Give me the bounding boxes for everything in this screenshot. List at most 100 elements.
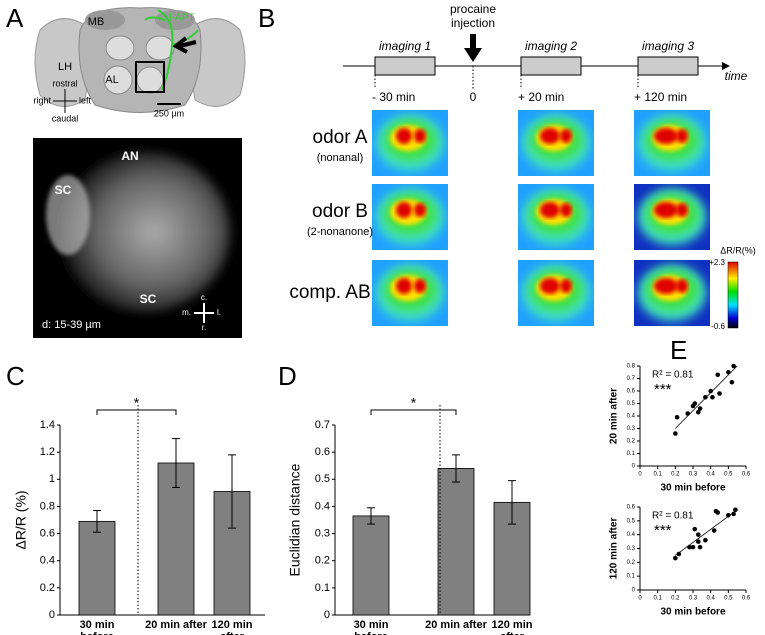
error-bar bbox=[93, 510, 101, 533]
heatmap bbox=[518, 260, 594, 326]
heat-blob bbox=[560, 279, 572, 293]
heatmaps bbox=[372, 110, 710, 326]
y-axis-label: ΔR/R (%) bbox=[13, 490, 29, 549]
point bbox=[731, 363, 736, 369]
heat-blob bbox=[540, 278, 560, 294]
injection-label: injection bbox=[451, 16, 495, 30]
fluorescence-image bbox=[33, 138, 242, 338]
point bbox=[696, 539, 701, 544]
y-tick-label: 0.2 bbox=[627, 439, 636, 445]
heat-blob bbox=[540, 202, 560, 218]
heat-blob bbox=[560, 129, 572, 143]
time-point: + 120 min bbox=[634, 90, 687, 104]
panel-label: C bbox=[6, 361, 25, 391]
compass-label: c. bbox=[201, 293, 207, 302]
significance-label: * bbox=[134, 395, 140, 411]
point bbox=[703, 394, 708, 400]
significance-label: *** bbox=[654, 522, 672, 539]
image-label: SC bbox=[140, 292, 157, 306]
heatmap bbox=[372, 110, 448, 176]
y-tick-label: 0.5 bbox=[315, 473, 330, 485]
imaging-label: imaging 3 bbox=[642, 39, 694, 53]
heat-blob bbox=[414, 129, 426, 143]
compass-label: l. bbox=[217, 308, 221, 317]
significance-label: * bbox=[411, 395, 417, 411]
heat-blob bbox=[676, 129, 688, 143]
point bbox=[726, 513, 731, 518]
orientation-label: right bbox=[33, 95, 51, 105]
heatmap-body bbox=[634, 184, 710, 250]
heatmap bbox=[634, 260, 710, 326]
y-tick-label: 0.8 bbox=[40, 500, 55, 512]
bar bbox=[437, 468, 475, 616]
heat-blob bbox=[396, 202, 412, 218]
y-tick-label: 1.4 bbox=[40, 419, 55, 431]
y-tick-label: 0.1 bbox=[627, 574, 636, 580]
y-tick-label: 0.5 bbox=[627, 518, 636, 524]
significance-bracket bbox=[370, 409, 457, 415]
imaging-label: imaging 1 bbox=[379, 39, 431, 53]
point bbox=[692, 526, 698, 532]
panel-label: E bbox=[670, 335, 687, 365]
y-tick-label: 0.2 bbox=[40, 582, 55, 594]
compass-label: r. bbox=[202, 323, 206, 332]
colorbar-label: -0.6 bbox=[711, 322, 725, 331]
time-point: 0 bbox=[470, 90, 477, 104]
x-tick-label: 0.6 bbox=[742, 596, 751, 602]
odor-label: odor A bbox=[313, 127, 368, 148]
colorbar-title: ΔR/R(%) bbox=[720, 245, 756, 255]
heatmap-body bbox=[372, 184, 448, 250]
x-axis-label: 30 min before bbox=[660, 483, 725, 494]
x-tick-label: 0.3 bbox=[689, 472, 698, 478]
time-point: + 20 min bbox=[518, 90, 564, 104]
bar bbox=[157, 462, 195, 616]
x-tick-label: 30 min before bbox=[353, 619, 389, 635]
x-tick-label: 0.1 bbox=[653, 472, 662, 478]
point bbox=[697, 406, 703, 411]
heatmap bbox=[634, 184, 710, 250]
category-box: 30 min before bbox=[353, 619, 389, 635]
point bbox=[697, 544, 703, 550]
y-tick-label: 0.4 bbox=[315, 500, 330, 512]
y-tick-label: 0.6 bbox=[627, 505, 636, 511]
heat-blob bbox=[396, 278, 412, 294]
fit-line bbox=[675, 509, 738, 556]
y-tick-label: 0.4 bbox=[627, 532, 636, 538]
point bbox=[715, 372, 721, 378]
y-tick-label: 0.6 bbox=[627, 389, 636, 395]
x-tick-label: 0.5 bbox=[724, 472, 733, 478]
y-axis-label: Euclidian distance bbox=[287, 463, 303, 576]
bar bbox=[352, 515, 390, 616]
error-bar bbox=[367, 507, 375, 525]
colorbar bbox=[727, 261, 739, 329]
depth-label: d: 15-39 µm bbox=[42, 319, 101, 331]
image-label: SC bbox=[55, 183, 72, 197]
time-point: - 30 min bbox=[372, 90, 415, 104]
heatmap-body bbox=[634, 110, 710, 176]
point bbox=[703, 537, 708, 543]
heatmap bbox=[372, 260, 448, 326]
y-tick-label: 0.6 bbox=[315, 446, 330, 458]
fit-line bbox=[675, 365, 738, 429]
category-box: 120 min after bbox=[491, 619, 533, 635]
region-label: LH bbox=[58, 61, 72, 73]
orientation-label: left bbox=[79, 95, 92, 105]
point bbox=[690, 544, 696, 550]
x-tick-label: 0 bbox=[638, 596, 642, 602]
error-bar bbox=[508, 480, 516, 525]
x-tick-label: 120 min after bbox=[491, 619, 533, 635]
heat-blob bbox=[396, 128, 412, 144]
significance-bracket bbox=[96, 409, 177, 415]
point bbox=[676, 551, 682, 557]
r-squared: R² = 0.81 bbox=[652, 511, 694, 522]
point bbox=[696, 409, 701, 415]
x-tick-label: 0.5 bbox=[724, 596, 733, 602]
y-tick-label: 0 bbox=[632, 588, 636, 594]
x-tick-label: 0.6 bbox=[742, 472, 751, 478]
x-axis-label: 30 min before bbox=[660, 607, 725, 618]
point bbox=[717, 391, 722, 396]
y-tick-label: 0.3 bbox=[315, 527, 330, 539]
y-tick-label: 0 bbox=[632, 464, 636, 470]
y-axis-label: 120 min after bbox=[609, 518, 620, 580]
